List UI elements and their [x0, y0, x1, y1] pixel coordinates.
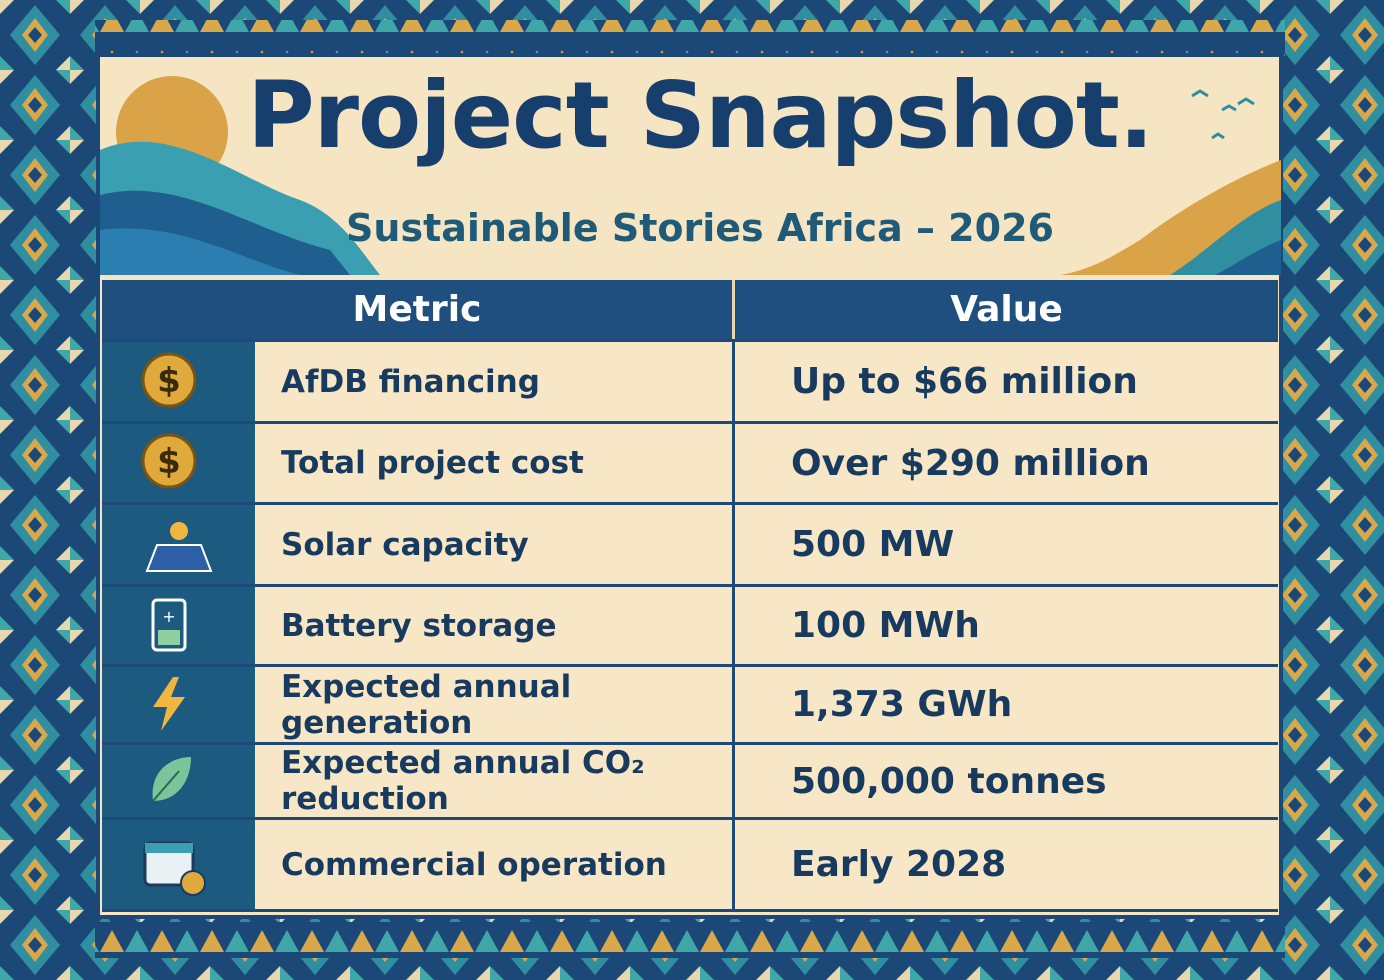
metric-cell: Total project cost [255, 424, 735, 502]
svg-text:$: $ [157, 361, 181, 401]
table-row: Commercial operation Early 2028 [102, 820, 1278, 912]
icon [152, 676, 185, 731]
value-cell: 100 MWh [735, 587, 1278, 664]
table-row: $ AfDB financing Up to $66 million [102, 342, 1278, 424]
value-cell: Over $290 million [735, 424, 1278, 502]
icon [145, 521, 212, 572]
value-cell: 500,000 tonnes [735, 745, 1278, 817]
table-row: Solar capacity 500 MW [102, 505, 1278, 587]
table-row: + Battery storage 100 MWh [102, 587, 1278, 667]
row-icon [102, 745, 255, 817]
icon [151, 757, 191, 802]
icon: + [151, 598, 186, 651]
row-icon [102, 667, 255, 742]
value-cell: 500 MW [735, 505, 1278, 584]
metric-cell: Solar capacity [255, 505, 735, 584]
row-icon: $ [102, 424, 255, 502]
value-cell: Early 2028 [735, 820, 1278, 909]
title: Project Snapshot. [247, 62, 1154, 169]
icon: $ [141, 352, 196, 407]
row-icon [102, 820, 255, 909]
metric-cell: Expected annual CO₂ reduction [255, 745, 735, 817]
svg-text:$: $ [157, 442, 181, 482]
svg-text:+: + [162, 607, 175, 626]
row-icon: $ [102, 342, 255, 421]
value-cell: 1,373 GWh [735, 667, 1278, 742]
row-icon: + [102, 587, 255, 664]
value-cell: Up to $66 million [735, 342, 1278, 421]
row-icon [102, 505, 255, 584]
metric-cell: Battery storage [255, 587, 735, 664]
icon: $ [141, 433, 196, 489]
column-header: Value [950, 289, 1063, 330]
metric-cell: AfDB financing [255, 342, 735, 421]
icon [143, 841, 206, 896]
subtitle: Sustainable Stories Africa – 2026 [346, 206, 1054, 250]
metric-cell: Expected annual generation [255, 667, 735, 742]
table-row: Expected annual CO₂ reduction 500,000 ton… [102, 745, 1278, 820]
column-header: Metric [102, 280, 735, 339]
table-row: Expected annual generation 1,373 GWh [102, 667, 1278, 745]
metric-cell: Commercial operation [255, 820, 735, 909]
table-header: Metric Value [102, 280, 1278, 342]
table-row: $ Total project cost Over $290 million [102, 424, 1278, 505]
table: Metric Value $ AfDB financing Up to $66 mi… [102, 280, 1278, 912]
